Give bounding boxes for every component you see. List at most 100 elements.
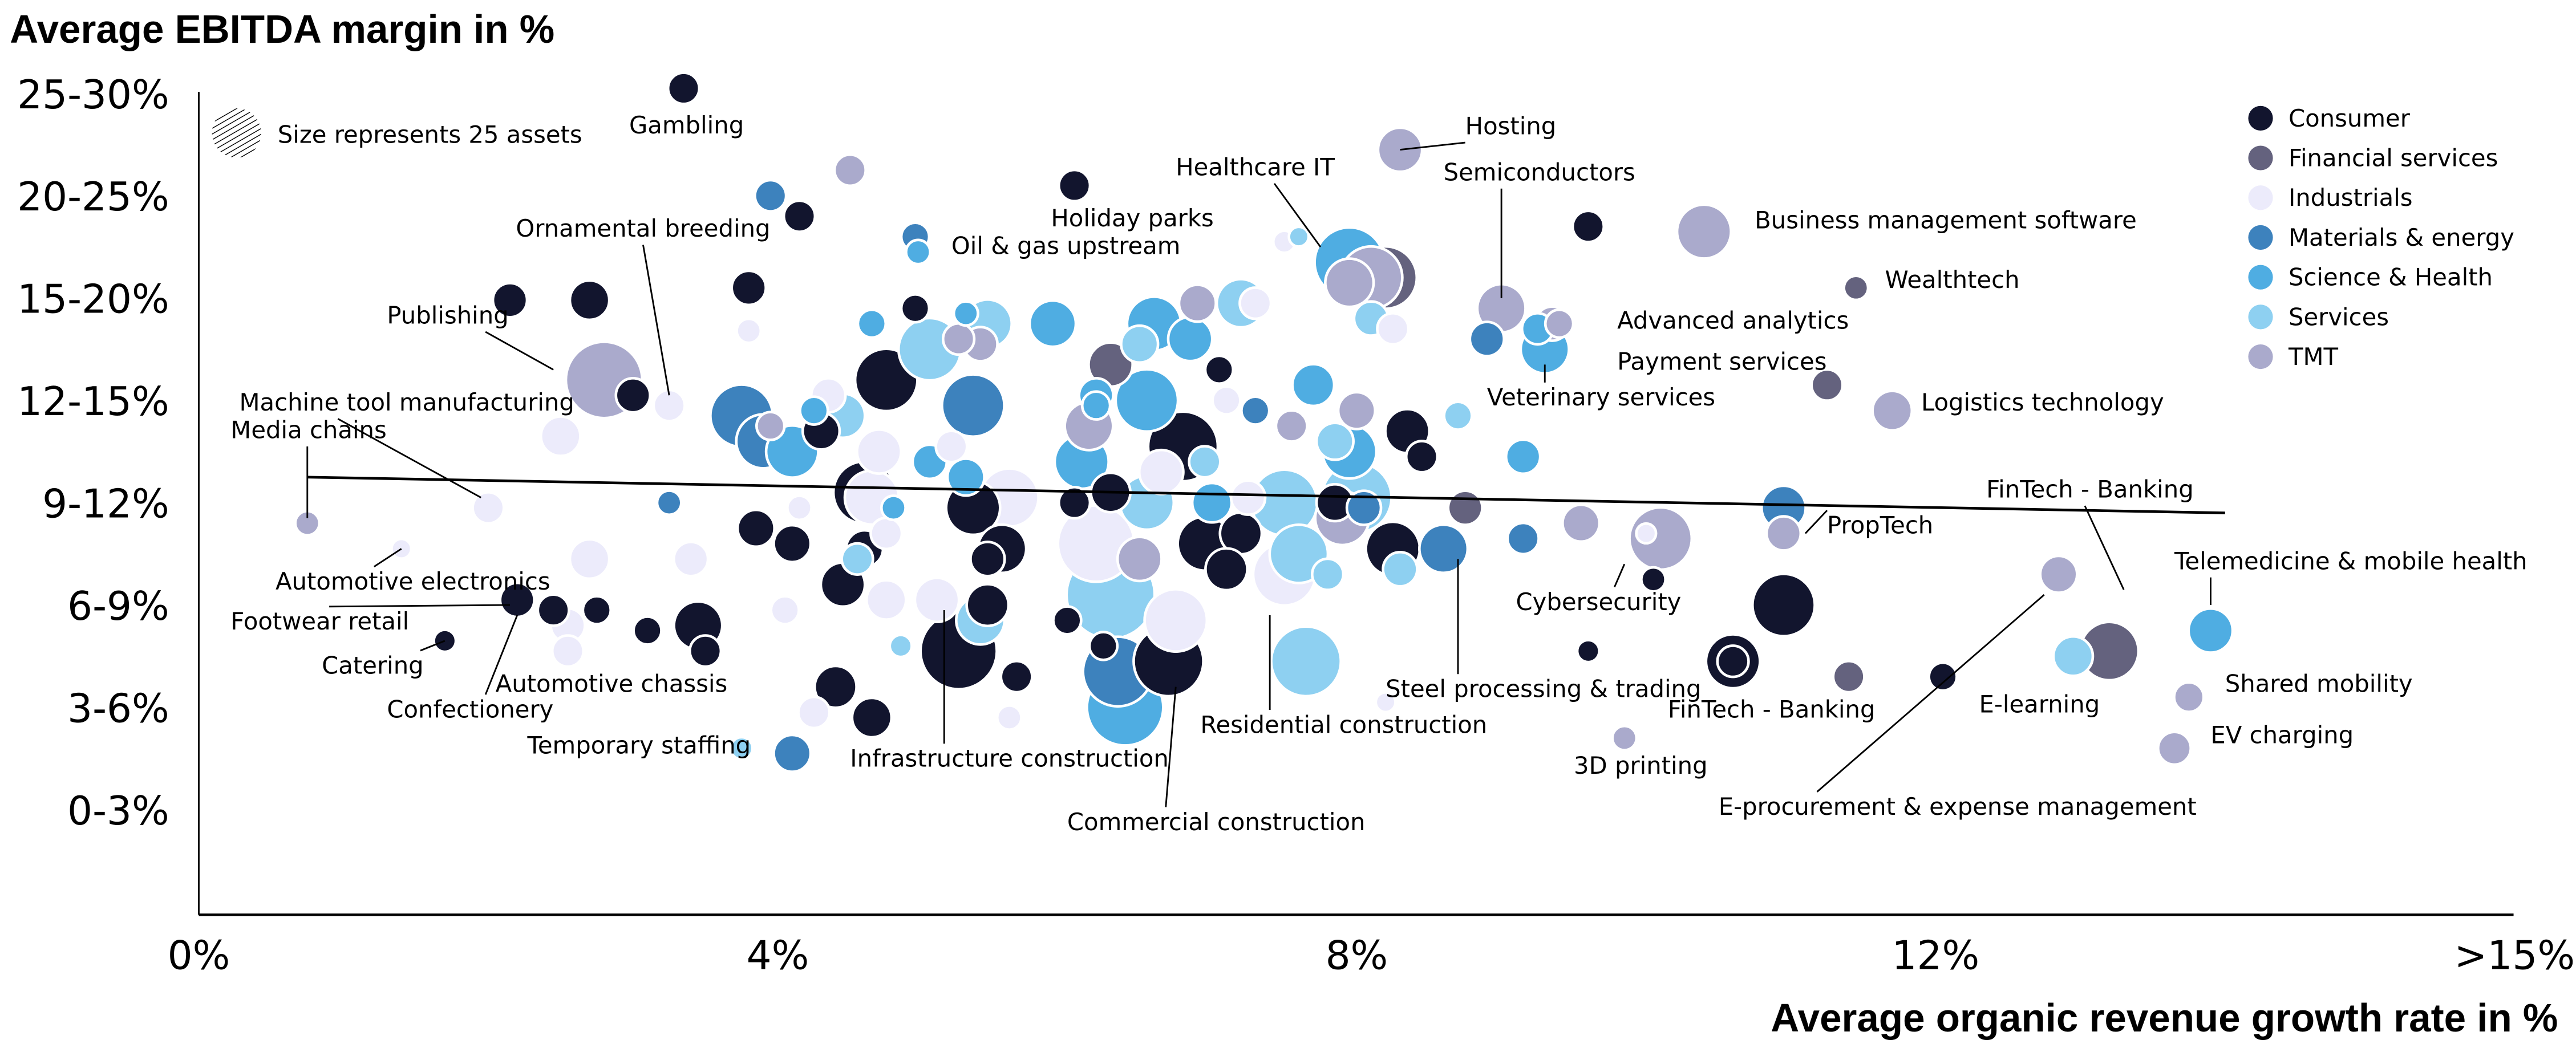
annotation-semiconductors: Semiconductors [1444,158,1635,186]
bubble-industrials [1635,522,1658,545]
bubble-industrials [797,695,831,730]
bubble-industrials [1229,479,1267,516]
bubble-financial-services [1447,489,1484,526]
legend-marker-science-health [2248,265,2273,290]
bubble-consumer [1204,547,1249,592]
bubble-consumer [782,199,817,233]
bubble-consumer [736,508,776,549]
annotation-footwear-retail: Footwear retail [230,607,409,635]
annotation-automotive-chassis: Automotive chassis [496,670,728,698]
bubble-consumer [850,696,893,739]
bubble-services [1188,445,1222,479]
bubble-industrials [934,429,969,464]
annotation-catering: Catering [322,651,424,679]
legend-label-industrials: Industrials [2289,184,2413,212]
bubble-financial-services [1842,274,1870,302]
bubble-science-health [1114,368,1180,433]
bubble-consumer [813,664,858,709]
annotation-veterinary-services: Veterinary services [1487,383,1715,411]
bubble-consumer [1088,631,1119,661]
legend-marker-industrials [2248,185,2273,210]
bubble-consumer [581,595,613,626]
bubble-services [1287,225,1310,248]
bubble-consumer [1571,209,1605,243]
bubble-services [1315,421,1355,461]
bubble-services [888,633,913,659]
bubble-science-health [880,494,907,522]
bubble-industrials [539,415,582,457]
annotation-leader-line [642,245,670,396]
bubble-industrials [1211,385,1242,416]
bubble-consumer [999,660,1034,694]
annotation-healthcare-it: Healthcare IT [1176,153,1335,181]
bubble-services [1443,400,1473,431]
bubble-industrials [1374,691,1397,714]
bubble-science-health [2187,607,2234,654]
bubble-tmt [1177,283,1217,323]
bubble-science-health [905,238,932,266]
bubble-materials-energy [1417,523,1469,575]
bubble-science-health [799,395,829,426]
bubble-consumer [1204,354,1235,385]
bubble-consumer [1057,486,1092,520]
annotation-leader-line [485,331,554,371]
legend-label-tmt: TMT [2288,343,2339,371]
bubble-materials-energy [1506,521,1540,556]
size-legend-symbol [212,108,261,158]
bubble-industrials [856,428,903,475]
bubble-consumer [1927,661,1958,692]
legend-marker-tmt [2248,344,2273,369]
bubble-materials-energy [655,489,683,517]
annotation-machine-tool-manufacturing: Machine tool manufacturing [240,388,574,416]
bubble-industrials [652,388,686,423]
bubble-science-health [1028,299,1078,348]
bubble-tmt [1561,503,1601,543]
bubble-materials-energy [1240,395,1271,426]
annotation-holiday-parks: Holiday parks [1051,204,1213,232]
bubble-tmt [2173,681,2205,713]
bubble-science-health [1291,363,1336,408]
annotation-logistics-technology: Logistics technology [1921,388,2164,416]
annotation-publishing: Publishing [387,302,508,330]
bubble-consumer [1575,639,1601,664]
bubble-consumer [688,634,723,668]
legend-label-science-health: Science & Health [2289,263,2493,291]
bubble-services [1270,625,1342,698]
x-tick-label: 8% [1326,933,1388,978]
bubble-materials-energy [772,733,812,773]
bubble-tmt [1544,308,1575,339]
y-tick-label: 0-3% [67,789,169,834]
bubble-science-health [1080,390,1112,421]
bubble-industrials [672,541,710,578]
bubble-tmt [833,153,867,188]
bubble-tmt [1116,535,1163,583]
annotation-leader-line [2084,505,2125,590]
annotation-shared-mobility: Shared mobility [2225,670,2413,698]
bubble-tmt [1324,257,1375,308]
bubble-materials-energy [1345,489,1383,526]
bubble-services [1120,324,1160,364]
annotation-advanced-analytics: Advanced analytics [1617,307,1849,335]
annotation-e-procurement-expense-management: E-procurement & expense management [1719,793,2197,821]
bubble-materials-energy [1468,320,1505,358]
bubble-industrials [786,494,813,522]
legend-label-materials-energy: Materials & energy [2289,224,2514,251]
bubble-consumer [772,523,812,564]
bubble-services [729,736,754,761]
annotation-ev-charging: EV charging [2210,721,2354,749]
bubble-consumer [730,269,767,307]
bubble-industrials [769,595,800,626]
bubble-science-health [1504,438,1542,476]
bubble-tmt [1611,724,1638,752]
legend-label-consumer: Consumer [2289,104,2411,132]
bubble-consumer [965,583,1010,628]
x-tick-label: >15% [2455,933,2575,978]
bubble-services [840,542,874,576]
bubble-science-health [1190,481,1233,524]
size-legend: Size represents 25 assets [212,108,582,158]
annotation-telemedicine-mobile-health: Telemedicine & mobile health [2174,547,2528,575]
bubble-industrials [568,538,611,580]
size-legend-label: Size represents 25 assets [278,121,582,149]
annotation-3d-printing: 3D printing [1574,752,1708,779]
annotation-oil-gas-upstream: Oil & gas upstream [951,232,1181,260]
